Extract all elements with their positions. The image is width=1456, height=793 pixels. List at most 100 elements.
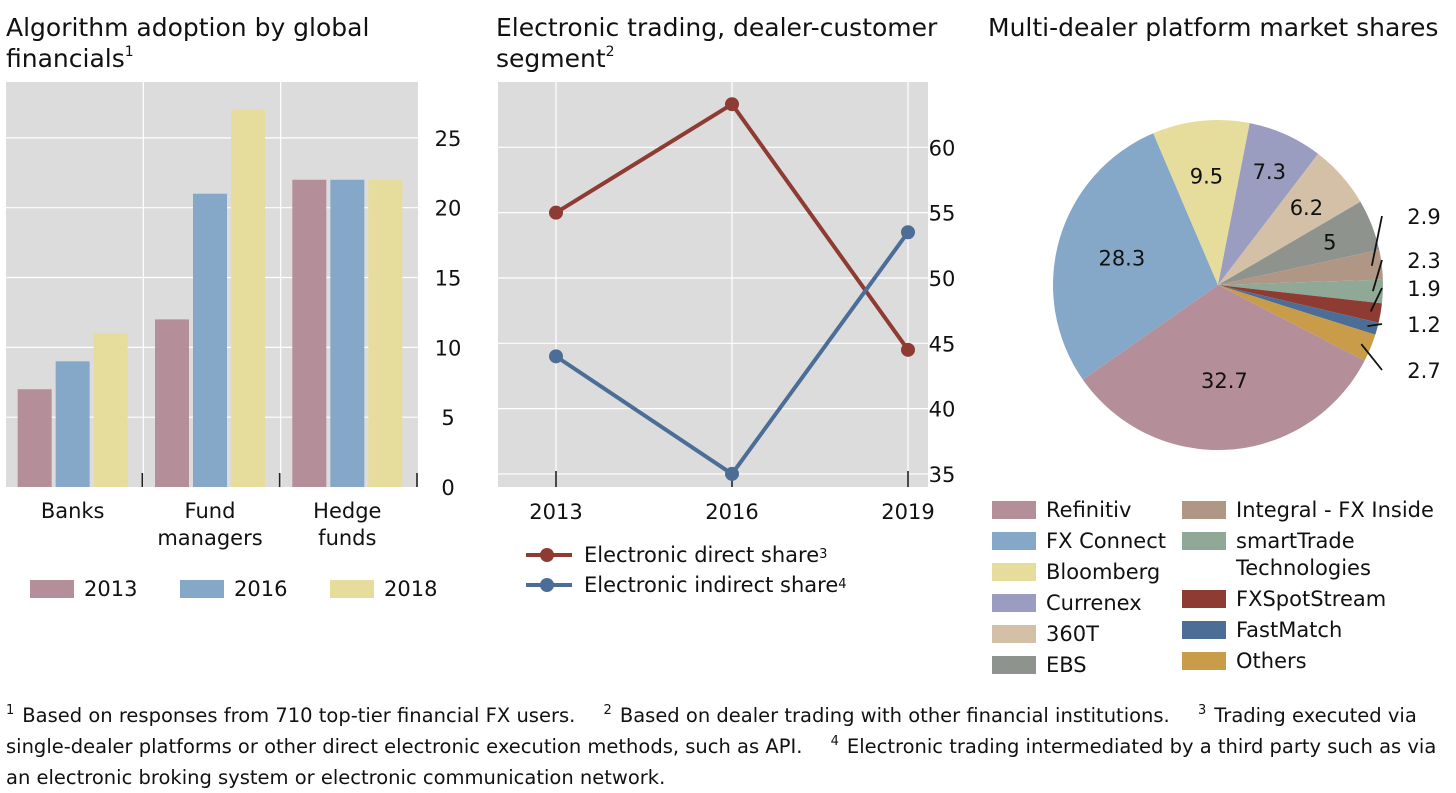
bar-hedge-funds-2018 [368,179,403,488]
legend-swatch-2013 [30,580,74,598]
legend-item-2013: 2013 [30,574,137,604]
legend-swatch-bloomberg [992,563,1036,581]
pie-chart: 32.7 28.3 9.5 7.36.25 2.9 2.3 1.9 1.2 2.7 [1053,120,1441,450]
point-electronic-indirect-share-2019 [901,225,915,240]
bar-banks-2013 [17,389,52,487]
legend-item-ebs: EBS [992,650,1087,680]
legend-item-360t: 360T [992,619,1099,649]
legend-label-integral: Integral - FX Inside [1236,498,1434,522]
bar-chart-title: Algorithm adoption by global financials1 [6,12,466,74]
y-tick-label-55: 55 [929,202,956,226]
legend-item-refinitiv: Refinitiv [992,495,1131,525]
legend-item-2018: 2018 [330,574,437,604]
footnote-4-text: Electronic trading intermediated by a th… [6,735,1437,789]
legend-swatch-2016 [180,580,224,598]
slice-label-360t: 6.2 [1290,196,1323,220]
legend-label-direct: Electronic direct share [584,543,820,567]
y-tick-label-40: 40 [929,398,956,422]
y-tick-label-15: 15 [435,267,462,291]
category-label-hedge-funds-2: funds [318,526,376,550]
footnote-2: 2 Based on dealer trading with other fina… [604,704,1170,727]
legend-swatch-fxspotstream [1182,590,1226,608]
y-tick-label-35: 35 [929,463,956,487]
legend-swatch-ebs [992,656,1036,674]
legend-label-smarttrade-line2: Technologies [1236,556,1371,580]
plot-area [498,82,928,487]
y-tick-label-50: 50 [929,267,956,291]
category-label-hedge-funds-1: Hedge [313,499,381,523]
pie-slice-refinitiv [1082,285,1365,450]
pie-slice-smarttrade-technologies [1218,279,1383,304]
pie-slice-fx-connect [1053,133,1218,380]
legend-label-2018: 2018 [384,577,438,601]
footnote-2-marker: 2 [603,703,612,718]
callout-line-others [1360,343,1383,371]
bar-hedge-funds-2016 [330,179,365,488]
legend-label-currenex: Currenex [1046,591,1142,615]
legend-label-2016: 2016 [234,577,288,601]
callout-line-integral-fx-inside [1370,215,1383,267]
legend-label-bloomberg: Bloomberg [1046,560,1161,584]
line-chart-title: Electronic trading, dealer-customer segm… [496,12,956,74]
point-electronic-direct-share-2016 [725,97,739,112]
slice-label-others: 2.7 [1407,359,1440,383]
y-tick-label-10: 10 [435,336,462,360]
x-tick-label-2013: 2013 [529,500,582,524]
point-electronic-indirect-share-2016 [725,466,739,481]
footnote-ref-1: 1 [124,44,134,60]
legend-item-indirect: Electronic indirect share 4 [524,570,847,600]
footnote-1-text: Based on responses from 710 top-tier fin… [22,704,576,727]
legend-item-fxspotstream: FXSpotStream [1182,584,1386,614]
pie-slice-others [1218,285,1376,361]
legend-item-fx-connect: FX Connect [992,526,1166,556]
slice-label-smarttrade-technologies: 2.3 [1407,249,1440,273]
legend-swatch-indirect [524,576,574,594]
footnote-4: 4 Electronic trading intermediated by a t… [6,735,1436,789]
pie-slice-integral-fx-inside [1218,249,1383,285]
callout-line-smarttrade-technologies [1372,259,1383,292]
pie-chart-title: Multi-dealer platform market shares [988,12,1448,43]
legend-item-fastmatch: FastMatch [1182,615,1342,645]
y-tick-label-45: 45 [929,332,956,356]
legend-label-fastmatch: FastMatch [1236,618,1343,642]
footnote-3-marker: 3 [1197,703,1207,718]
y-tick-label-60: 60 [929,136,956,160]
bar-hedge-funds-2013 [292,179,327,488]
footnote-4-marker: 4 [830,734,839,749]
y-tick-label-25: 25 [435,127,462,151]
point-electronic-indirect-share-2013 [549,349,563,364]
legend-label-fx-connect: FX Connect [1046,529,1166,553]
legend-item-currenex: Currenex [992,588,1142,618]
point-electronic-direct-share-2013 [549,205,563,220]
legend-label-indirect: Electronic indirect share [584,573,839,597]
legend-swatch-direct [524,546,574,564]
callout-line-fxspotstream [1369,287,1383,312]
footnote-2-text: Based on dealer trading with other finan… [619,704,1170,727]
line-chart-title-text: Electronic trading, dealer-customer segm… [496,13,938,73]
y-tick-label-0: 0 [441,476,454,500]
pie-slice-360t [1218,153,1361,285]
legend-swatch-others [1182,652,1226,670]
callout-line-fastmatch [1367,323,1383,328]
legend-label-2013: 2013 [84,577,138,601]
legend-swatch-fx-connect [992,532,1036,550]
legend-item-2016: 2016 [180,574,287,604]
pie-slice-ebs [1218,201,1380,285]
slice-label-currenex: 7.3 [1253,160,1286,184]
legend-item-integral: Integral - FX Inside [1182,495,1434,525]
y-tick-label-20: 20 [435,197,462,221]
category-label-banks: Banks [41,499,105,523]
bar-fund-managers-2016 [193,193,227,488]
legend-label-refinitiv: Refinitiv [1046,498,1132,522]
pie-chart-title-text: Multi-dealer platform market shares [988,13,1439,42]
slice-label-bloomberg: 9.5 [1190,165,1223,189]
legend-item-smarttrade: smartTrade [1182,526,1355,556]
slice-label-fastmatch: 1.2 [1407,313,1440,337]
footnote-3-text: Trading executed via single-dealer platf… [6,704,1417,758]
bar-banks-2018 [93,333,128,487]
slice-label-fx-connect: 28.3 [1098,247,1145,271]
bar-chart: 0 5 10 15 20 25 Banks Fund managers Hedge funds [6,82,462,550]
legend-swatch-refinitiv [992,501,1036,519]
bar-chart-title-text: Algorithm adoption by global financials [6,13,370,73]
slice-label-refinitiv: 32.7 [1201,369,1248,393]
